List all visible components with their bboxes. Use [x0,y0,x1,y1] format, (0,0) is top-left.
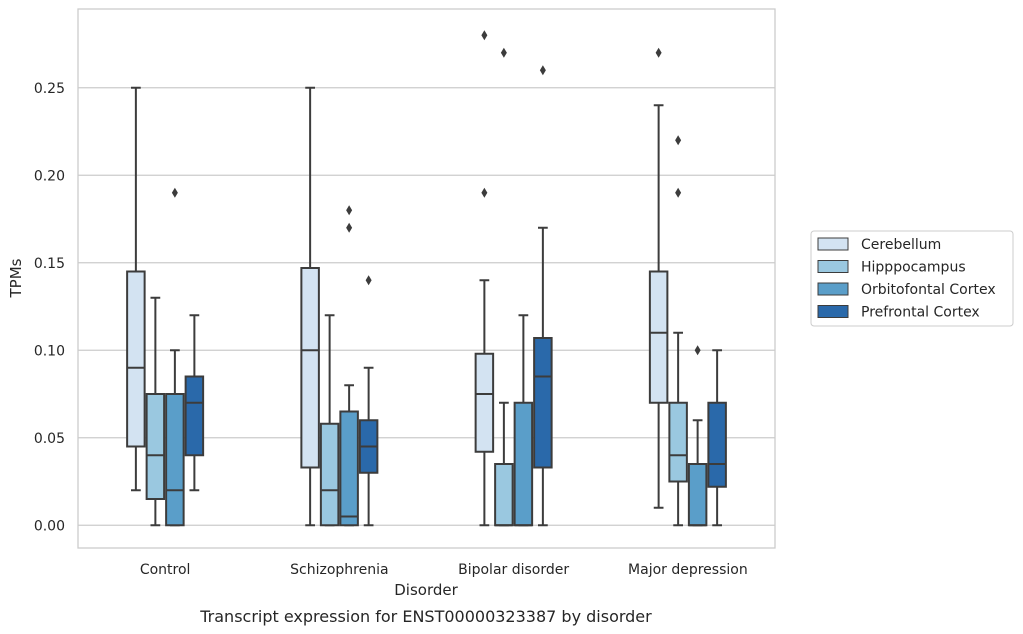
plot-frame [77,8,776,549]
box-cerebellum-3 [648,47,669,509]
y-tick-label: 0.20 [34,168,65,184]
legend-label: Cerebellum [861,237,941,253]
y-tick-label: 0.25 [34,81,65,97]
box-orbitofontal-cortex-1 [339,205,359,527]
x-tick-label: Control [140,562,191,578]
box-prefrontal-cortex-3 [707,349,727,527]
outlier-point [481,187,488,198]
outlier-point [694,345,701,356]
boxes [126,30,727,527]
y-tick-label: 0.05 [34,431,65,447]
y-axis-label: TPMs [7,258,25,298]
outlier-point [539,65,546,76]
legend-items: Cerebellum Hipppocampus Orbitofontal Corte… [817,237,996,321]
box-prefrontal-cortex-0 [184,314,205,492]
outlier-point [365,275,372,286]
box-orbitofontal-cortex-0 [165,187,185,527]
box-orbitofontal-cortex-3 [687,345,708,527]
y-axis-ticks: 0.00 0.05 0.10 0.15 0.20 0.25 [34,81,65,535]
outlier-point [675,187,682,198]
outlier-point [675,135,682,146]
box-body [707,401,727,488]
legend-label: Orbitofontal Cortex [861,282,996,298]
box-hipppocampus-3 [668,135,688,527]
legend: Cerebellum Hipppocampus Orbitofontal Corte… [810,230,1014,327]
x-axis-ticks: Control Schizophrenia Bipolar disorder Majo… [140,562,748,578]
x-tick-label: Bipolar disorder [458,562,569,578]
x-axis-label: Disorder [394,581,458,599]
y-tick-label: 0.00 [34,518,65,534]
box-body [533,337,553,469]
box-body [300,267,320,469]
box-cerebellum-0 [126,86,146,492]
box-cerebellum-1 [300,86,320,527]
box-body [165,393,185,527]
legend-frame [810,230,1014,327]
box-body [494,463,514,527]
outlier-point [500,47,507,58]
box-body [687,463,708,527]
box-body [184,375,205,457]
legend-swatch [817,237,849,251]
box-hipppocampus-1 [319,314,340,527]
box-orbitofontal-cortex-2 [513,314,534,527]
box-prefrontal-cortex-1 [358,275,379,527]
box-hipppocampus-0 [145,296,166,527]
y-tick-label: 0.10 [34,343,65,359]
box-cerebellum-2 [474,30,495,527]
box-body [474,352,495,453]
box-body [668,401,688,483]
x-tick-label: Schizophrenia [290,562,388,578]
legend-swatch [817,282,849,296]
x-tick-label: Major depression [628,562,748,578]
box-body [648,270,669,404]
box-body [513,401,534,527]
legend-label: Prefrontal Cortex [861,305,980,321]
box-body [126,270,146,448]
outlier-point [171,187,178,198]
box-body [145,393,166,500]
legend-swatch [817,260,849,273]
outlier-point [346,222,353,233]
outlier-point [655,47,662,58]
box-prefrontal-cortex-2 [533,65,553,527]
y-tick-label: 0.15 [34,256,65,272]
figure-caption: Transcript expression for ENST0000032338… [199,607,652,626]
box-body [339,410,359,527]
legend-label: Hipppocampus [861,260,966,276]
legend-swatch [817,305,849,318]
box-body [319,422,340,527]
box-hipppocampus-2 [494,47,514,527]
outlier-point [346,205,353,216]
outlier-point [481,30,488,41]
